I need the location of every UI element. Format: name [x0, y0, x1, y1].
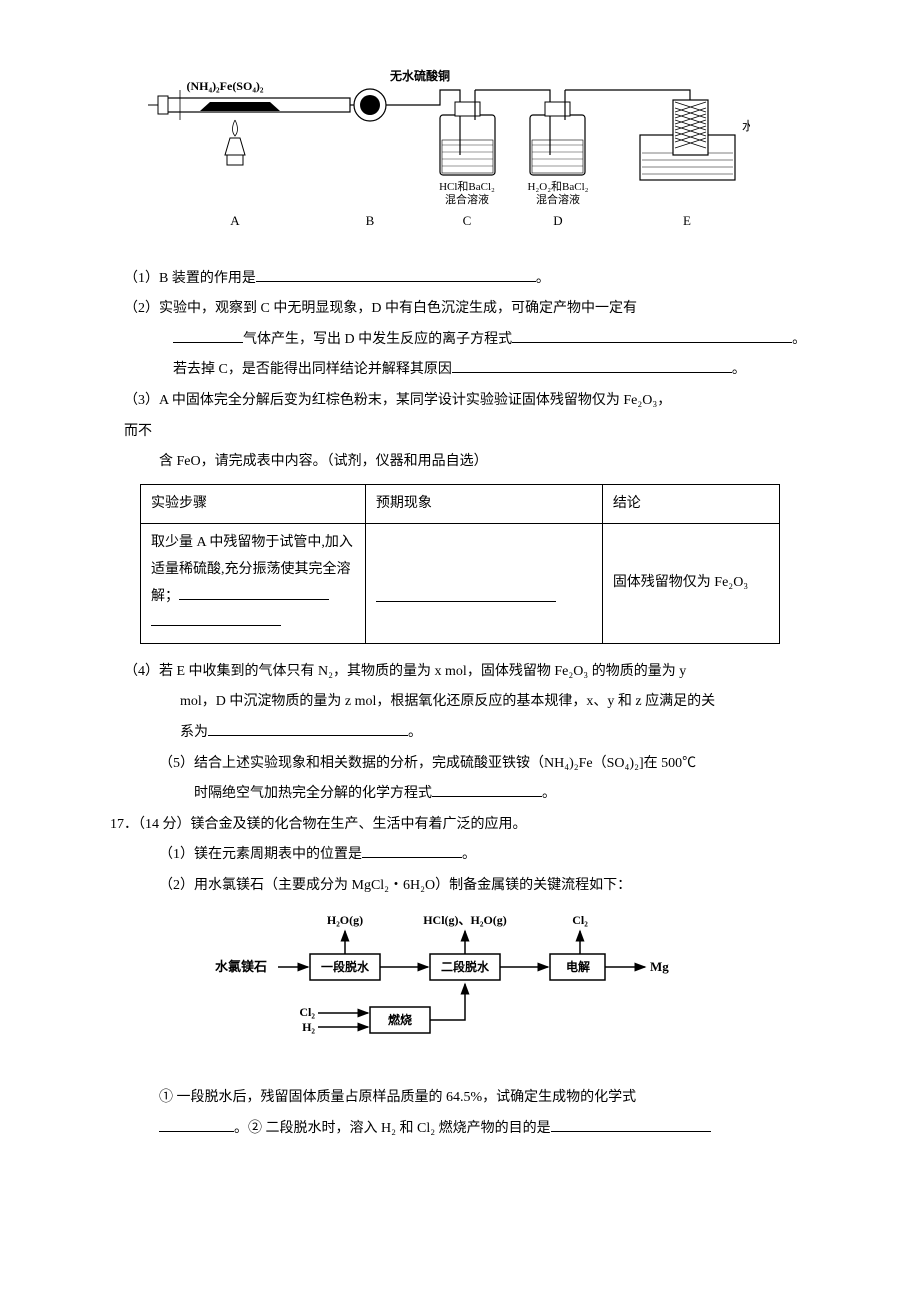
q4-line3: 系为 。: [110, 720, 830, 747]
q4-l3a: 系为: [180, 725, 208, 740]
label-a: A: [230, 213, 240, 228]
r1c1-blank1: [179, 599, 329, 600]
q2-line2: 气体产生，写出 D 中发生反应的离子方程式 。: [110, 327, 830, 354]
bottle-d-l1: H₂O₂和BaCl₂: [527, 180, 588, 193]
tube-label: (NH₄)₂Fe(SO₄)₂: [186, 79, 263, 93]
label-c: C: [463, 213, 472, 228]
q17-s1b: 。: [462, 847, 476, 862]
q5-l2a: 时隔绝空气加热完全分解的化学方程式: [194, 786, 432, 801]
flow-diagram: H₂O(g) HCl(g)、H₂O(g) Cl₂ 水氯镁石 一段脱水 二段脱水 …: [210, 909, 830, 1070]
q17-1-l2a: 。② 二段脱水时，溶入 H₂ 和 Cl₂ 燃烧产物的目的是: [234, 1121, 551, 1136]
q1-text: （1）B 装置的作用是: [124, 271, 256, 286]
q5-line1: （5）结合上述实验现象和相关数据的分析，完成硫酸亚铁铵（NH₄)₂Fe（SO₄)…: [110, 751, 830, 778]
q2-line1: （2）实验中，观察到 C 中无明显现象，D 中有白色沉淀生成，可确定产物中一定有: [110, 296, 830, 323]
q2-l3b: 。: [732, 362, 746, 377]
q4-blank: [208, 735, 408, 736]
r1c2-blank: [376, 601, 556, 602]
flow-in: 水氯镁石: [215, 959, 267, 974]
q17-1-line1: ① 一段脱水后，残留固体质量占原样品质量的 64.5%，试确定生成物的化学式: [110, 1085, 830, 1112]
flow-box2: 二段脱水: [441, 959, 490, 974]
q2-l3a: 若去掉 C，是否能得出同样结论并解释其原因: [173, 362, 452, 377]
q17-1-line2: 。② 二段脱水时，溶入 H₂ 和 Cl₂ 燃烧产物的目的是: [110, 1116, 830, 1143]
td-r1c2: [365, 524, 602, 643]
q17-1-blank1: [159, 1131, 234, 1132]
q2-l2a: 气体产生，写出 D 中发生反应的离子方程式: [243, 332, 512, 347]
water-label: 水: [742, 119, 750, 133]
q17-intro: 17．（14 分）镁合金及镁的化合物在生产、生活中有着广泛的应用。: [110, 812, 830, 839]
q5-line2: 时隔绝空气加热完全分解的化学方程式 。: [110, 781, 830, 808]
bottle-d-l2: 混合溶液: [536, 192, 580, 206]
flow-out: Mg: [650, 959, 669, 974]
flow-top3: Cl₂: [572, 913, 588, 927]
q17-s1a: （1）镁在元素周期表中的位置是: [159, 847, 362, 862]
q3-line2: 而不: [110, 419, 830, 446]
q4-l3b: 。: [408, 725, 422, 740]
label-e: E: [683, 213, 691, 228]
td-r1c1: 取少量 A 中残留物于试管中,加入适量稀硫酸,充分振荡使其完全溶解；: [141, 524, 366, 643]
label-d: D: [553, 213, 562, 228]
flow-cl2: Cl₂: [299, 1005, 315, 1019]
r1c1-blank2: [151, 625, 281, 626]
flow-box3: 电解: [566, 959, 590, 974]
td-r1c3: 固体残留物仅为 Fe₂O₃: [602, 524, 779, 643]
flow-top2: HCl(g)、H₂O(g): [423, 913, 507, 927]
bottle-c-l2: 混合溶液: [445, 192, 489, 206]
q3-line3: 含 FeO，请完成表中内容。（试剂，仪器和用品自选）: [110, 449, 830, 476]
apparatus-diagram: (NH₄)₂Fe(SO₄)₂ 无水硫酸铜 HCl和BaCl₂ 混合溶液: [130, 60, 830, 251]
label-b: B: [366, 213, 375, 228]
q1-end: 。: [536, 271, 550, 286]
cuso4-label: 无水硫酸铜: [389, 68, 450, 83]
q4-line2: mol，D 中沉淀物质的量为 z mol，根据氧化还原反应的基本规律，x、y 和…: [110, 689, 830, 716]
q17-sub1: （1）镁在元素周期表中的位置是 。: [110, 842, 830, 869]
experiment-table: 实验步骤 预期现象 结论 取少量 A 中残留物于试管中,加入适量稀硫酸,充分振荡…: [140, 484, 780, 644]
th3: 结论: [602, 484, 779, 524]
flow-top1: H₂O(g): [327, 913, 363, 927]
q17-1-blank2: [551, 1131, 711, 1132]
q3-line1: （3）A 中固体完全分解后变为红棕色粉末，某同学设计实验验证固体残留物仅为 Fe…: [110, 388, 830, 415]
q1-blank: [256, 281, 536, 282]
q2-l2b: 。: [792, 332, 806, 347]
q2-line3: 若去掉 C，是否能得出同样结论并解释其原因 。: [110, 357, 830, 384]
q2-blank3: [452, 372, 732, 373]
q1-line: （1）B 装置的作用是 。: [110, 266, 830, 293]
th2: 预期现象: [365, 484, 602, 524]
r1c1-text: 取少量 A 中残留物于试管中,加入适量稀硫酸,充分振荡使其完全溶解；: [151, 535, 353, 603]
flow-h2: H₂: [302, 1020, 315, 1034]
q4-line1: （4）若 E 中收集到的气体只有 N₂，其物质的量为 x mol，固体残留物 F…: [110, 659, 830, 686]
q17-sub2: （2）用水氯镁石（主要成分为 MgCl₂・6H₂O）制备金属镁的关键流程如下：: [110, 873, 830, 900]
bottle-c-l1: HCl和BaCl₂: [439, 180, 495, 193]
th1: 实验步骤: [141, 484, 366, 524]
q5-l2b: 。: [542, 786, 556, 801]
flow-box1: 一段脱水: [321, 959, 370, 974]
q2-blank1: [173, 342, 243, 343]
q5-blank: [432, 796, 542, 797]
q2-blank2: [512, 342, 792, 343]
q17-s1-blank: [362, 857, 462, 858]
flow-box4: 燃烧: [388, 1012, 412, 1027]
